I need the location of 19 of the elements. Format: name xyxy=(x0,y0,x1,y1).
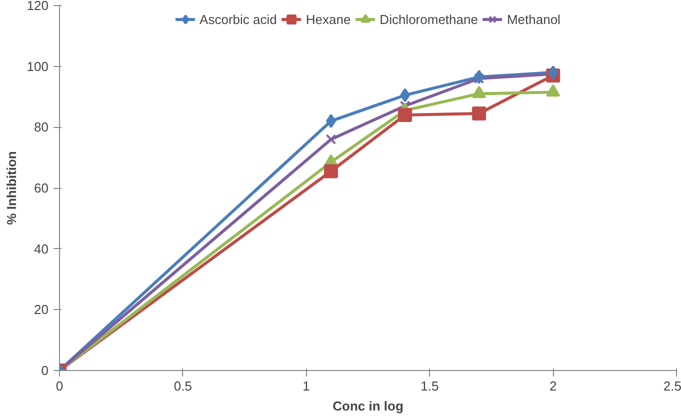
y-tick-label: 40 xyxy=(34,241,49,256)
x-tick-label: 1.5 xyxy=(420,378,439,394)
legend-label: Methanol xyxy=(506,12,560,26)
y-tick-label: 80 xyxy=(34,120,49,135)
y-tick-label: 60 xyxy=(34,180,49,196)
x-axis-title: Conc in log xyxy=(332,398,404,414)
x-tick-label: 0 xyxy=(56,378,64,394)
legend-label: Dichloromethane xyxy=(380,12,478,26)
x-tick-label: 1 xyxy=(302,378,310,394)
y-tick-label: 0 xyxy=(41,363,49,378)
x-tick-label: 2 xyxy=(549,378,557,394)
y-tick-label: 120 xyxy=(26,0,49,13)
x-tick-label: 0.5 xyxy=(174,378,192,394)
y-tick-label: 20 xyxy=(34,302,49,318)
legend-label: Ascorbic acid xyxy=(200,12,277,26)
y-tick-label: 100 xyxy=(26,58,49,74)
y-axis-title: % Inhibition xyxy=(4,151,19,225)
x-tick-label: 2.5 xyxy=(663,378,681,394)
legend-label: Hexane xyxy=(306,12,351,26)
